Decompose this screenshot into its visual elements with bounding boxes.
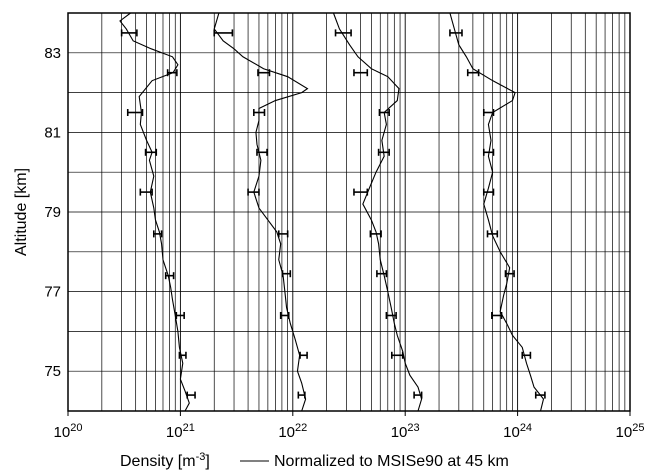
x-tick-label: 1025: [616, 422, 645, 441]
series-group: [119, 12, 546, 412]
error-bar: [377, 148, 390, 156]
y-tick-label: 77: [44, 284, 61, 301]
error-bar: [247, 188, 260, 196]
error-bar: [353, 69, 369, 77]
y-tick-label: 83: [44, 45, 61, 62]
x-axis-label-main: Density [m: [120, 453, 196, 470]
error-bar: [376, 270, 388, 278]
error-bar: [299, 351, 308, 359]
error-bar: [139, 188, 153, 196]
y-tick-label: 81: [44, 124, 61, 141]
series-line: [449, 12, 545, 412]
grid-lines: [67, 12, 631, 416]
error-bar: [144, 148, 158, 156]
error-bar: [391, 351, 404, 359]
x-tick-labels: 1020 1021 1022 1023 1024 1025: [54, 422, 645, 441]
error-bar: [257, 69, 271, 77]
y-tick-labels: 75 77 79 81 83: [44, 45, 61, 380]
error-bar: [297, 391, 306, 399]
error-bar: [281, 270, 292, 278]
x-tick-label-base: 10: [616, 424, 633, 441]
error-bar: [482, 109, 495, 116]
x-tick-label-base: 10: [503, 424, 520, 441]
error-bar: [482, 148, 495, 156]
x-tick-label-exponent: 24: [520, 422, 532, 434]
error-bar: [175, 311, 185, 319]
error-bar: [256, 148, 268, 156]
x-axis-label-unit-exponent: -3: [196, 451, 206, 463]
x-tick-label: 1024: [503, 422, 532, 441]
error-bar: [277, 230, 289, 238]
error-bar: [369, 230, 382, 238]
error-bar: [504, 270, 515, 278]
error-bar: [166, 69, 178, 77]
error-bar: [466, 69, 480, 77]
x-tick-label: 1021: [166, 422, 195, 441]
x-tick-label-exponent: 21: [183, 422, 195, 434]
error-bar: [521, 351, 532, 359]
x-tick-label: 1020: [54, 422, 83, 441]
series-1: [119, 12, 196, 412]
error-bar: [178, 351, 187, 359]
error-bar: [164, 272, 175, 280]
y-tick-label: 75: [44, 363, 61, 380]
error-bar: [213, 29, 234, 37]
error-bar: [491, 311, 503, 319]
x-tick-label-exponent: 25: [632, 422, 644, 434]
x-tick-label-exponent: 20: [70, 422, 82, 434]
series-line: [213, 12, 309, 412]
x-axis-label: Density [m-3]: [120, 451, 210, 470]
error-bar: [482, 188, 495, 196]
error-bar: [186, 391, 196, 399]
series-3: [332, 12, 423, 412]
error-bar: [253, 109, 266, 116]
error-bar: [153, 230, 163, 238]
x-tick-label-base: 10: [391, 424, 408, 441]
series-4: [449, 12, 546, 412]
legend-label: Normalized to MSISe90 at 45 km: [274, 453, 509, 470]
error-bar: [126, 109, 144, 116]
error-bar: [449, 29, 463, 37]
error-bar: [486, 230, 499, 238]
error-bar: [353, 188, 369, 196]
x-axis-label-close: ]: [205, 453, 209, 470]
error-bar: [534, 391, 546, 399]
error-bar: [279, 311, 290, 319]
x-tick-label-base: 10: [278, 424, 295, 441]
error-bar: [120, 29, 138, 37]
plot-frame: [67, 12, 631, 412]
x-tick-label-exponent: 23: [407, 422, 419, 434]
x-tick-label: 1023: [391, 422, 420, 441]
y-tick-label: 79: [44, 204, 61, 221]
error-bar: [385, 311, 397, 319]
error-bar: [378, 109, 390, 116]
y-axis-label: Altitude [km]: [13, 168, 30, 256]
x-tick-label-exponent: 22: [295, 422, 307, 434]
x-tick-label-base: 10: [166, 424, 183, 441]
error-bar: [334, 29, 352, 37]
x-tick-label: 1022: [278, 422, 307, 441]
series-2: [213, 12, 309, 412]
x-tick-label-base: 10: [54, 424, 71, 441]
error-bar: [413, 391, 423, 399]
